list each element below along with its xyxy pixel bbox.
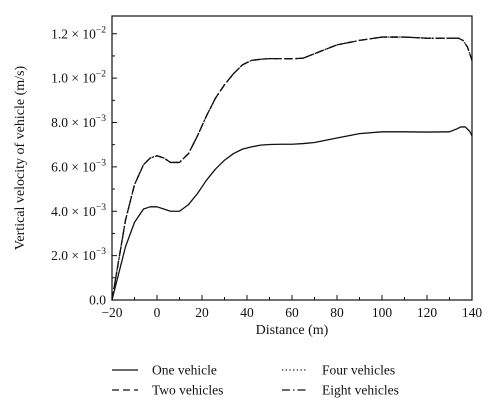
x-tick-label: 80 [330, 305, 344, 320]
x-tick-label: 60 [285, 305, 299, 320]
legend: One vehicle Two vehicles Four vehicles Eigh… [112, 363, 399, 398]
x-tick-label: −20 [101, 305, 122, 320]
y-tick-label: 6.0 × 10−3 [51, 158, 106, 174]
series-layer [111, 36, 473, 301]
legend-label: One vehicle [152, 363, 217, 378]
legend-label: Two vehicles [152, 383, 223, 398]
x-tick-label: 120 [417, 305, 438, 320]
y-tick-label: 1.2 × 10−2 [51, 25, 106, 41]
x-tick-label: 0 [154, 305, 161, 320]
x-tick-label: 140 [462, 305, 483, 320]
plot-frame [111, 15, 473, 301]
legend-label: Four vehicles [322, 363, 395, 378]
y-tick-label: 8.0 × 10−3 [51, 114, 106, 130]
series-line-one-vehicle [111, 126, 473, 301]
series-line-two-vehicles [111, 36, 473, 301]
y-tick-label: 0.0 [89, 293, 106, 308]
axis-ticks [111, 33, 473, 301]
x-tick-label: 20 [195, 305, 209, 320]
x-tick-label: 40 [240, 305, 254, 320]
y-tick-label: 4.0 × 10−3 [51, 203, 106, 219]
y-axis-label: Vertical velocity of vehicle (m/s) [13, 66, 28, 251]
series-line-eight-vehicles [111, 36, 473, 301]
tick-labels: −20 0 20 40 60 80 100 120 140 0.0 2.0 × 10−3 4.0 × … [51, 25, 482, 320]
legend-label: Eight vehicles [322, 383, 399, 398]
series-line-four-vehicles [111, 36, 473, 301]
y-tick-label: 2.0 × 10−3 [51, 247, 106, 263]
y-tick-label: 1.0 × 10−2 [51, 70, 106, 86]
x-axis-label: Distance (m) [256, 323, 329, 338]
x-tick-label: 100 [372, 305, 393, 320]
